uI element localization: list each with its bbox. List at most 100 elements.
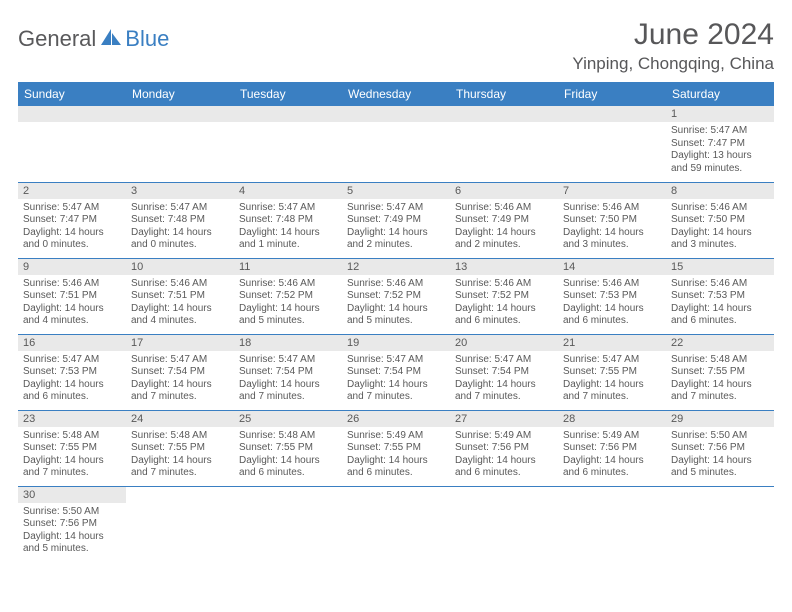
daylight-line: Daylight: 14 hours and 5 minutes.	[239, 303, 337, 328]
sunrise-line: Sunrise: 5:46 AM	[671, 278, 769, 291]
day-number: 28	[558, 411, 666, 427]
sunset-line: Sunset: 7:52 PM	[239, 290, 337, 303]
month-title: June 2024	[572, 18, 774, 52]
day-number: 15	[666, 259, 774, 275]
sunrise-line: Sunrise: 5:47 AM	[563, 354, 661, 367]
calendar-day-cell: 18Sunrise: 5:47 AMSunset: 7:54 PMDayligh…	[234, 334, 342, 410]
sunset-line: Sunset: 7:49 PM	[347, 214, 445, 227]
day-details: Sunrise: 5:47 AMSunset: 7:54 PMDaylight:…	[234, 351, 342, 408]
sunset-line: Sunset: 7:47 PM	[671, 138, 769, 151]
sunset-line: Sunset: 7:48 PM	[131, 214, 229, 227]
day-number: 17	[126, 335, 234, 351]
daylight-line: Daylight: 14 hours and 4 minutes.	[131, 303, 229, 328]
calendar-empty-cell	[18, 106, 126, 182]
day-number: 11	[234, 259, 342, 275]
daylight-line: Daylight: 14 hours and 7 minutes.	[455, 379, 553, 404]
calendar-day-cell: 5Sunrise: 5:47 AMSunset: 7:49 PMDaylight…	[342, 182, 450, 258]
day-details: Sunrise: 5:46 AMSunset: 7:52 PMDaylight:…	[234, 275, 342, 332]
day-number: 1	[666, 106, 774, 122]
day-number: 6	[450, 183, 558, 199]
day-number: 4	[234, 183, 342, 199]
sunset-line: Sunset: 7:55 PM	[23, 442, 121, 455]
sunset-line: Sunset: 7:53 PM	[563, 290, 661, 303]
sunrise-line: Sunrise: 5:47 AM	[455, 354, 553, 367]
sunrise-line: Sunrise: 5:49 AM	[563, 430, 661, 443]
sunrise-line: Sunrise: 5:47 AM	[239, 202, 337, 215]
day-details: Sunrise: 5:48 AMSunset: 7:55 PMDaylight:…	[234, 427, 342, 484]
page-header: General Blue June 2024 Yinping, Chongqin…	[18, 18, 774, 74]
calendar-day-cell: 15Sunrise: 5:46 AMSunset: 7:53 PMDayligh…	[666, 258, 774, 334]
daylight-line: Daylight: 14 hours and 4 minutes.	[23, 303, 121, 328]
sunset-line: Sunset: 7:55 PM	[239, 442, 337, 455]
empty-daynum-strip	[126, 106, 234, 122]
day-details: Sunrise: 5:46 AMSunset: 7:53 PMDaylight:…	[666, 275, 774, 332]
day-number: 5	[342, 183, 450, 199]
logo-text-general: General	[18, 26, 96, 52]
day-details: Sunrise: 5:46 AMSunset: 7:50 PMDaylight:…	[666, 199, 774, 256]
sunrise-line: Sunrise: 5:49 AM	[455, 430, 553, 443]
calendar-day-cell: 9Sunrise: 5:46 AMSunset: 7:51 PMDaylight…	[18, 258, 126, 334]
empty-daynum-strip	[558, 106, 666, 122]
calendar-day-cell: 27Sunrise: 5:49 AMSunset: 7:56 PMDayligh…	[450, 410, 558, 486]
daylight-line: Daylight: 14 hours and 7 minutes.	[131, 455, 229, 480]
calendar-empty-cell	[342, 486, 450, 562]
day-number: 12	[342, 259, 450, 275]
daylight-line: Daylight: 14 hours and 6 minutes.	[347, 455, 445, 480]
calendar-day-cell: 19Sunrise: 5:47 AMSunset: 7:54 PMDayligh…	[342, 334, 450, 410]
sunrise-line: Sunrise: 5:47 AM	[23, 202, 121, 215]
day-details: Sunrise: 5:46 AMSunset: 7:52 PMDaylight:…	[342, 275, 450, 332]
day-number: 21	[558, 335, 666, 351]
sunrise-line: Sunrise: 5:48 AM	[23, 430, 121, 443]
day-details: Sunrise: 5:47 AMSunset: 7:47 PMDaylight:…	[666, 122, 774, 179]
sunset-line: Sunset: 7:52 PM	[347, 290, 445, 303]
day-number: 23	[18, 411, 126, 427]
daylight-line: Daylight: 14 hours and 7 minutes.	[671, 379, 769, 404]
day-number: 13	[450, 259, 558, 275]
calendar-empty-cell	[234, 106, 342, 182]
sunset-line: Sunset: 7:54 PM	[131, 366, 229, 379]
empty-daynum-strip	[450, 106, 558, 122]
sunrise-line: Sunrise: 5:46 AM	[23, 278, 121, 291]
day-number: 10	[126, 259, 234, 275]
sunrise-line: Sunrise: 5:47 AM	[239, 354, 337, 367]
calendar-body: 1Sunrise: 5:47 AMSunset: 7:47 PMDaylight…	[18, 106, 774, 562]
location-subtitle: Yinping, Chongqing, China	[572, 54, 774, 74]
calendar-empty-cell	[666, 486, 774, 562]
day-header: Wednesday	[342, 82, 450, 106]
calendar-day-cell: 8Sunrise: 5:46 AMSunset: 7:50 PMDaylight…	[666, 182, 774, 258]
calendar-day-cell: 10Sunrise: 5:46 AMSunset: 7:51 PMDayligh…	[126, 258, 234, 334]
day-details: Sunrise: 5:46 AMSunset: 7:50 PMDaylight:…	[558, 199, 666, 256]
day-number: 3	[126, 183, 234, 199]
calendar-day-cell: 29Sunrise: 5:50 AMSunset: 7:56 PMDayligh…	[666, 410, 774, 486]
calendar-day-cell: 12Sunrise: 5:46 AMSunset: 7:52 PMDayligh…	[342, 258, 450, 334]
daylight-line: Daylight: 14 hours and 3 minutes.	[563, 227, 661, 252]
calendar-day-cell: 3Sunrise: 5:47 AMSunset: 7:48 PMDaylight…	[126, 182, 234, 258]
day-number: 14	[558, 259, 666, 275]
calendar-empty-cell	[234, 486, 342, 562]
calendar-empty-cell	[126, 486, 234, 562]
calendar-day-cell: 16Sunrise: 5:47 AMSunset: 7:53 PMDayligh…	[18, 334, 126, 410]
calendar-day-cell: 26Sunrise: 5:49 AMSunset: 7:55 PMDayligh…	[342, 410, 450, 486]
daylight-line: Daylight: 13 hours and 59 minutes.	[671, 150, 769, 175]
day-number: 20	[450, 335, 558, 351]
daylight-line: Daylight: 14 hours and 0 minutes.	[23, 227, 121, 252]
calendar-day-cell: 24Sunrise: 5:48 AMSunset: 7:55 PMDayligh…	[126, 410, 234, 486]
sunset-line: Sunset: 7:56 PM	[23, 518, 121, 531]
day-details: Sunrise: 5:47 AMSunset: 7:54 PMDaylight:…	[126, 351, 234, 408]
calendar-day-cell: 11Sunrise: 5:46 AMSunset: 7:52 PMDayligh…	[234, 258, 342, 334]
sunrise-line: Sunrise: 5:50 AM	[671, 430, 769, 443]
calendar-day-cell: 30Sunrise: 5:50 AMSunset: 7:56 PMDayligh…	[18, 486, 126, 562]
day-number: 22	[666, 335, 774, 351]
sunrise-line: Sunrise: 5:46 AM	[131, 278, 229, 291]
day-details: Sunrise: 5:47 AMSunset: 7:54 PMDaylight:…	[342, 351, 450, 408]
day-number: 26	[342, 411, 450, 427]
daylight-line: Daylight: 14 hours and 0 minutes.	[131, 227, 229, 252]
daylight-line: Daylight: 14 hours and 5 minutes.	[671, 455, 769, 480]
sunset-line: Sunset: 7:54 PM	[239, 366, 337, 379]
day-header: Friday	[558, 82, 666, 106]
day-number: 18	[234, 335, 342, 351]
sunrise-line: Sunrise: 5:46 AM	[455, 202, 553, 215]
sunrise-line: Sunrise: 5:47 AM	[671, 125, 769, 138]
day-details: Sunrise: 5:47 AMSunset: 7:49 PMDaylight:…	[342, 199, 450, 256]
logo-sail-icon	[100, 27, 122, 52]
